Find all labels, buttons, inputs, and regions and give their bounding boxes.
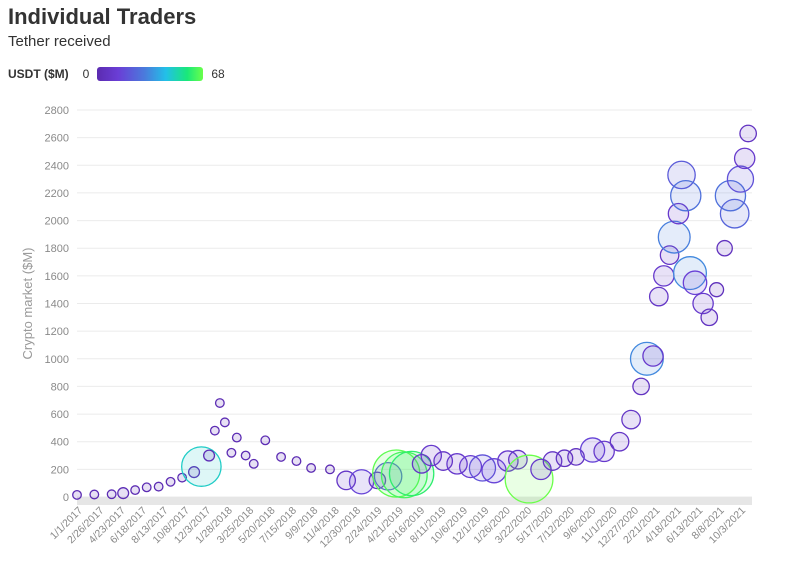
data-point [276, 451, 287, 462]
y-tick-label: 1600 [45, 271, 69, 283]
data-point [657, 220, 691, 254]
data-point [726, 165, 755, 193]
data-point [672, 256, 708, 291]
data-point [141, 482, 152, 493]
y-tick-label: 400 [51, 437, 69, 449]
data-point [117, 487, 130, 500]
y-tick-label: 0 [63, 492, 69, 504]
data-point [682, 270, 708, 296]
data-point [667, 202, 690, 225]
data-point [72, 489, 82, 500]
data-point [648, 286, 669, 307]
data-point [219, 417, 230, 428]
data-point [420, 444, 443, 467]
data-point [248, 458, 259, 469]
legend-max-value: 68 [211, 67, 225, 81]
data-point [579, 437, 606, 463]
data-point [653, 265, 675, 287]
data-point [700, 308, 719, 327]
data-point [542, 451, 563, 471]
y-tick-label: 1200 [45, 326, 69, 338]
data-point [621, 409, 641, 430]
data-point [306, 463, 317, 473]
y-tick-label: 1000 [45, 354, 69, 366]
y-tick-label: 1800 [45, 243, 69, 255]
data-point [89, 489, 100, 500]
data-point [497, 450, 519, 472]
data-point [733, 147, 756, 170]
y-tick-label: 2400 [45, 160, 69, 172]
gridlines [77, 109, 752, 498]
y-tick-label: 600 [51, 409, 69, 421]
data-point [231, 432, 242, 443]
data-point [165, 476, 176, 487]
y-tick-label: 1400 [45, 299, 69, 311]
x-axis-band [77, 497, 752, 505]
data-point [716, 239, 733, 257]
color-legend: USDT ($M) 0 68 [8, 66, 225, 82]
data-point [530, 458, 552, 481]
y-axis-label: Crypto market ($M) [20, 248, 35, 360]
data-point [388, 450, 435, 497]
x-axis-ticks: 1/1/20172/26/20174/23/20176/18/20178/13/… [48, 505, 748, 551]
data-point [632, 377, 650, 396]
data-point [458, 454, 483, 479]
data-point [325, 464, 335, 475]
legend-label: USDT ($M) [8, 67, 69, 81]
data-point [593, 440, 615, 463]
y-tick-label: 2200 [45, 188, 69, 200]
data-point [373, 461, 403, 491]
data-point [504, 454, 554, 504]
data-point [153, 481, 164, 492]
data-point [130, 485, 141, 496]
legend-gradient-bar [97, 67, 204, 81]
data-point [719, 198, 750, 229]
data-point [433, 451, 454, 471]
chart-subtitle: Tether received [8, 33, 111, 50]
data-point [226, 447, 237, 458]
legend-min-value: 0 [82, 67, 90, 81]
data-point [739, 124, 758, 143]
data-point [106, 489, 117, 500]
data-point [214, 398, 225, 408]
data-point [609, 431, 630, 452]
data-point [181, 446, 222, 487]
data-point [240, 450, 251, 461]
data-point [667, 160, 696, 190]
y-tick-label: 2800 [45, 105, 69, 117]
data-point [203, 449, 216, 462]
y-tick-label: 800 [51, 381, 69, 393]
data-point [670, 179, 702, 212]
data-point [508, 449, 528, 470]
y-tick-label: 200 [51, 464, 69, 476]
data-points [72, 124, 758, 504]
data-point [209, 425, 220, 436]
y-tick-label: 2000 [45, 216, 69, 228]
data-point [187, 466, 201, 479]
data-point [260, 435, 271, 446]
data-point [291, 456, 302, 467]
chart-title: Individual Traders [8, 4, 197, 29]
y-tick-label: 2600 [45, 133, 69, 145]
data-point [642, 345, 664, 367]
data-point [567, 448, 585, 466]
data-point [714, 179, 747, 212]
y-axis-ticks: 0 200 400 600 800 1000 1200 1400 1600 1800 2000 220… [45, 105, 69, 504]
data-point [708, 282, 725, 298]
